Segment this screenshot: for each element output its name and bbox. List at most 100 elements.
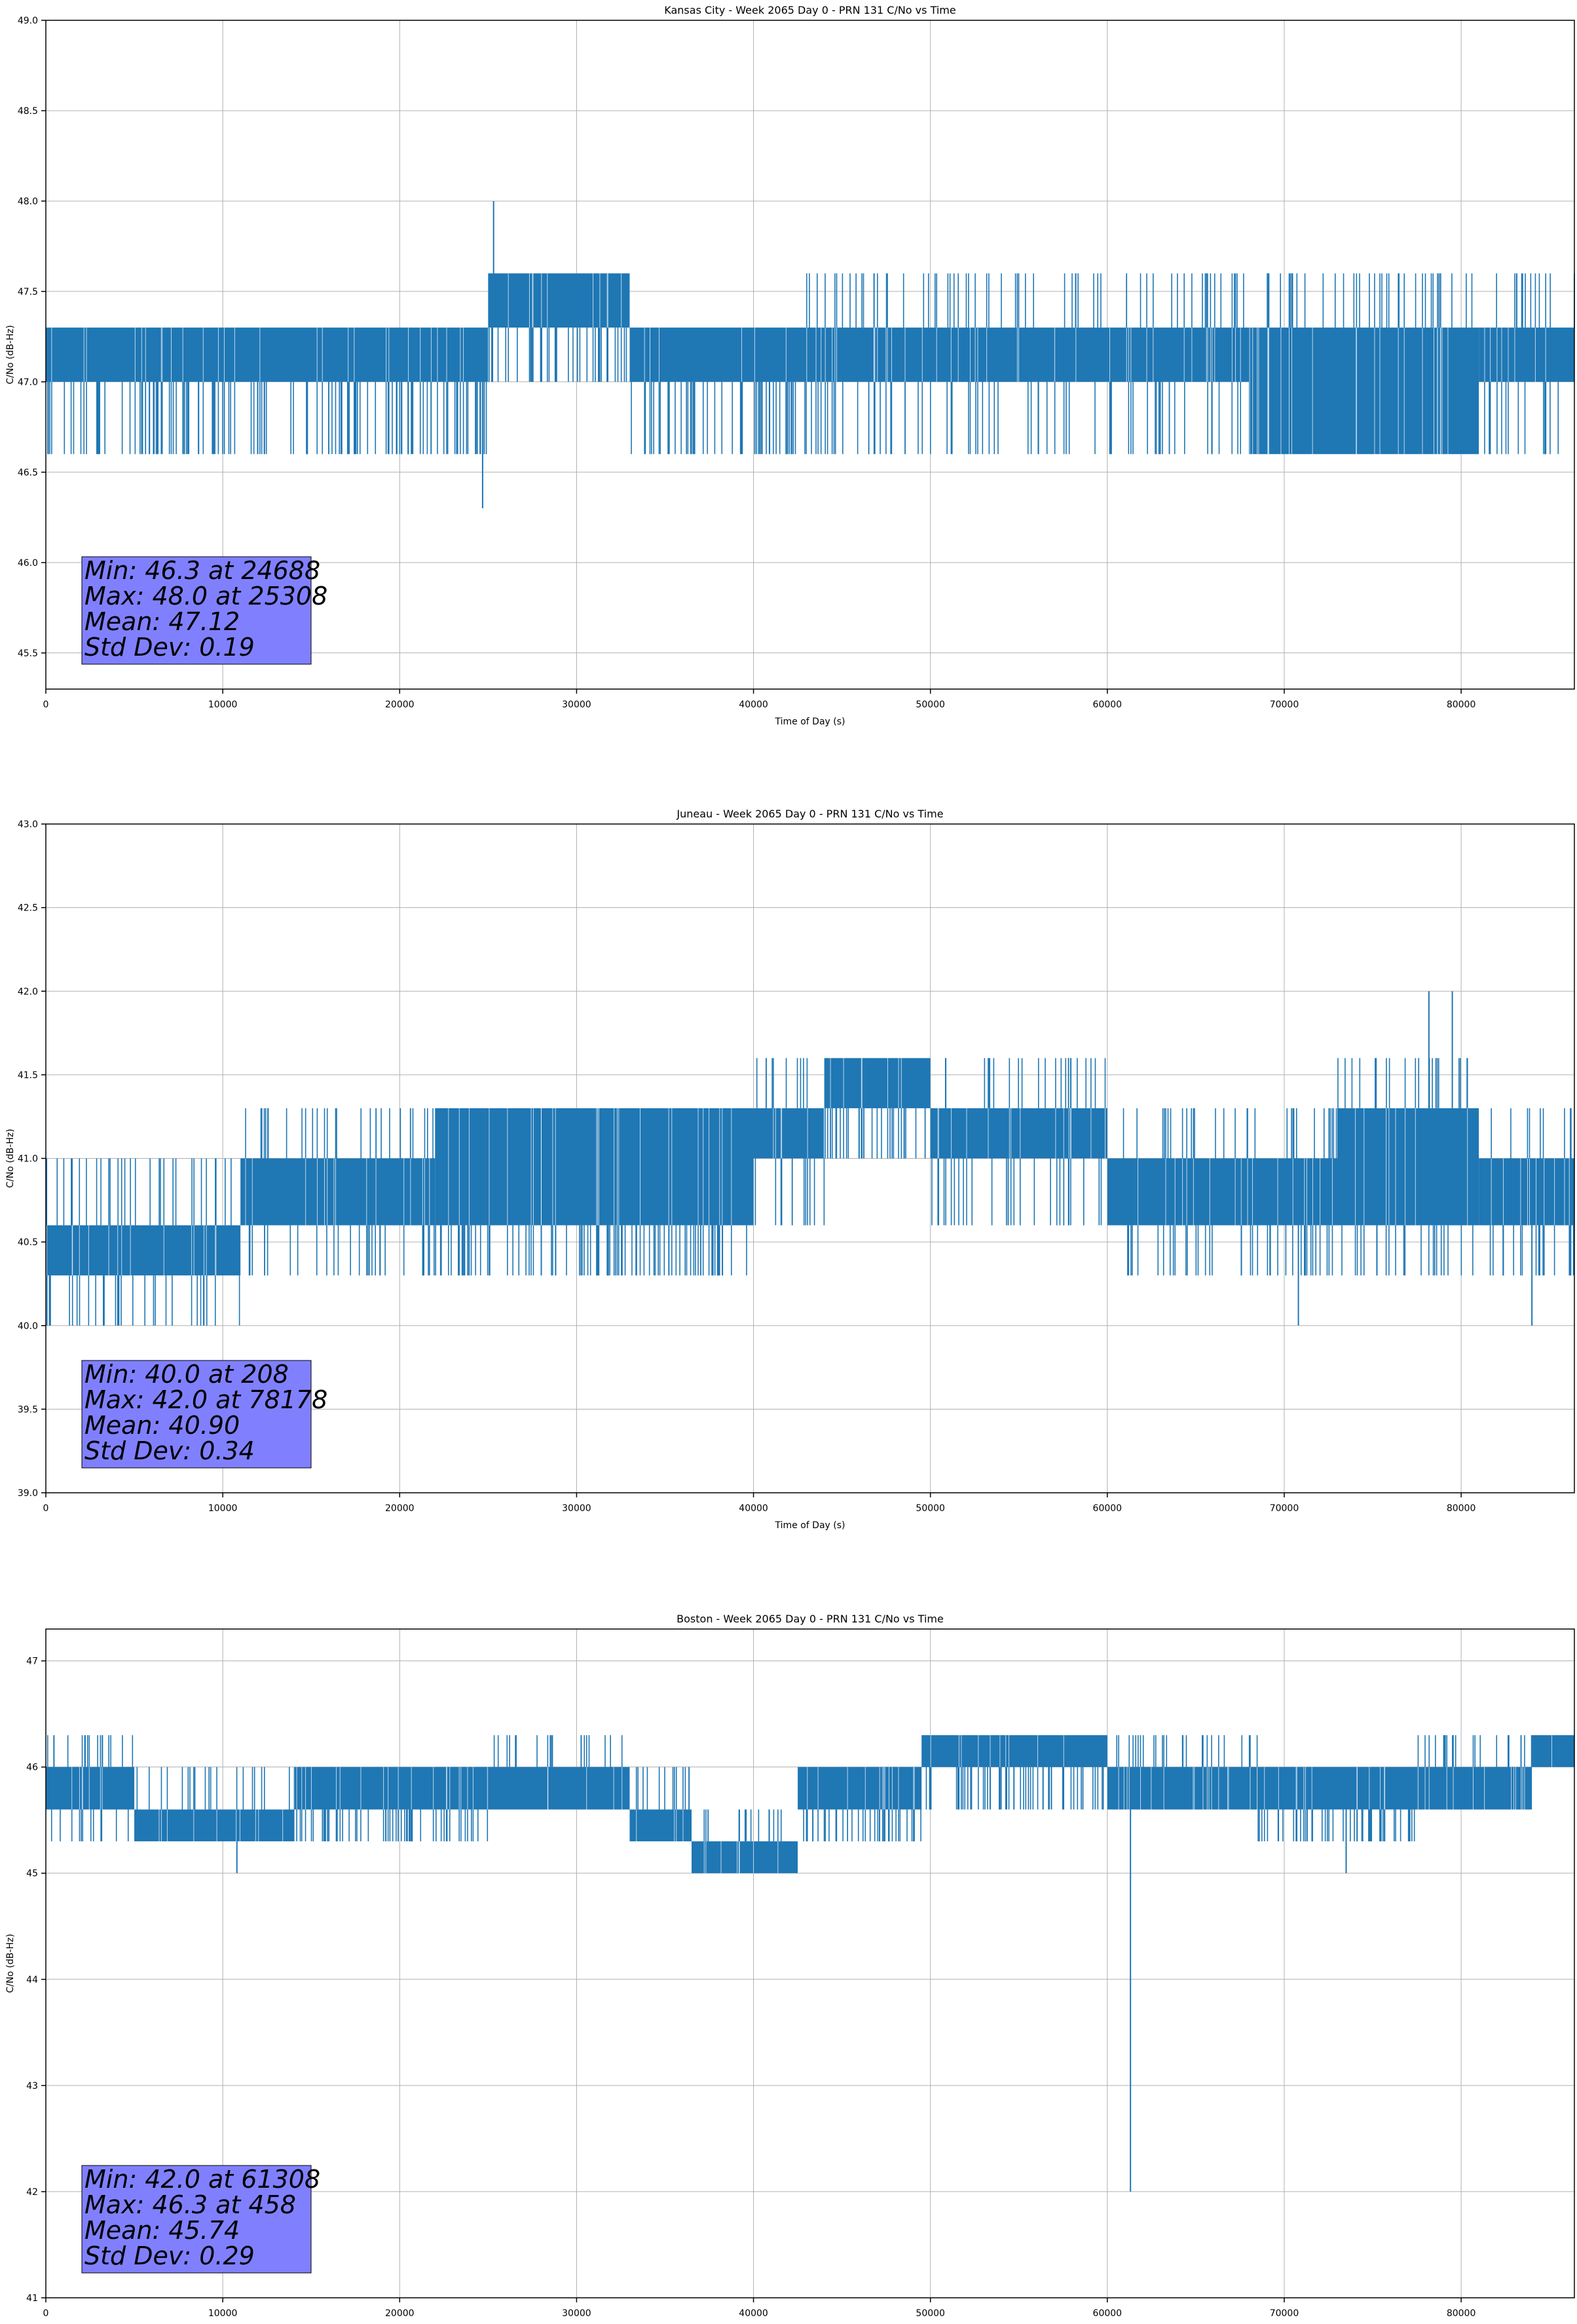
y-tick-label: 41 [26,2293,38,2304]
x-tick-label: 80000 [1447,2308,1476,2319]
x-tick-label: 30000 [562,2308,591,2319]
series-band [1107,1158,1338,1226]
series-band [930,1108,1107,1159]
stats-line: Min: 46.3 at 24688 [84,556,320,585]
y-tick-label: 46.0 [18,558,38,569]
x-tick-label: 50000 [916,700,945,710]
series-band [1248,328,1479,455]
series-band [1479,1158,1574,1226]
y-tick-label: 40.0 [18,1321,38,1332]
x-tick-label: 10000 [208,700,238,710]
x-axis-label: Time of Day (s) [775,717,845,727]
series-band [435,1108,754,1226]
series-band [1107,1767,1258,1810]
axes-frame [45,20,1575,690]
stats-line: Mean: 45.74 [84,2216,240,2245]
x-tick-label: 20000 [385,700,415,710]
stats-line: Max: 42.0 at 78178 [84,1385,327,1414]
series-band [488,1767,630,1810]
series-band [824,1058,931,1108]
stats-line: Std Dev: 0.34 [84,1436,255,1465]
y-tick-label: 41.5 [18,1070,38,1081]
series-band [293,1767,489,1810]
y-tick-label: 42 [26,2187,38,2198]
y-tick-label: 47.5 [18,287,38,297]
y-tick-label: 47 [26,1657,38,1667]
x-tick-label: 30000 [562,1503,591,1514]
series-band [46,1767,135,1810]
stats-line: Max: 48.0 at 25308 [84,582,327,610]
series-band [240,1158,436,1226]
y-tick-label: 43.0 [18,819,38,830]
x-tick-label: 60000 [1093,2308,1122,2319]
stats-box-background [81,1360,312,1469]
series-band [488,273,630,328]
stats-line: Mean: 47.12 [84,607,240,636]
stats-line: Std Dev: 0.29 [84,2241,255,2270]
y-tick-label: 46 [26,1763,38,1773]
x-tick-label: 20000 [385,1503,415,1514]
x-tick-label: 30000 [562,700,591,710]
x-tick-label: 50000 [916,2308,945,2319]
y-axis-label: C/No (dB-Hz) [5,325,16,384]
series-band [629,328,807,382]
y-tick-label: 44 [26,1975,38,1985]
x-tick-label: 70000 [1270,1503,1299,1514]
chart-title: Boston - Week 2065 Day 0 - PRN 131 C/No … [677,1613,944,1625]
chart-title: Juneau - Week 2065 Day 0 - PRN 131 C/No … [676,808,943,820]
series-band [1337,1108,1479,1226]
y-tick-label: 42.0 [18,986,38,997]
chart-panel-2: 0 10000 20000 30000 40000 50000 60000 70000 8000… [5,1613,1575,2319]
chart-title: Kansas City - Week 2065 Day 0 - PRN 131 … [664,4,955,16]
stats-line: Max: 46.3 at 458 [84,2190,296,2219]
y-tick-label: 42.5 [18,903,38,914]
y-tick-label: 43 [26,2081,38,2091]
y-tick-label: 45 [26,1869,38,1879]
series-band [629,1809,692,1842]
stats-line: Min: 42.0 at 61308 [84,2165,320,2194]
series-line [46,200,1575,509]
y-tick-label: 41.0 [18,1154,38,1165]
stats-line: Mean: 40.90 [84,1411,240,1440]
axes-frame [45,1628,1575,2298]
x-tick-label: 80000 [1447,700,1476,710]
series-band [1054,328,1249,382]
x-tick-label: 10000 [208,1503,238,1514]
series-band [1417,1767,1532,1810]
series-band [921,1735,1107,1767]
x-tick-label: 60000 [1093,1503,1122,1514]
y-axis-label: C/No (dB-Hz) [5,1934,16,1993]
y-tick-label: 46.5 [18,468,38,478]
x-tick-label: 70000 [1270,700,1299,710]
x-tick-label: 0 [43,1503,49,1514]
stats-line: Min: 40.0 at 208 [84,1360,289,1389]
series-band [46,328,489,382]
y-tick-label: 39.5 [18,1404,38,1415]
x-tick-label: 10000 [208,2308,238,2319]
y-tick-label: 49.0 [18,16,38,26]
chart-panel-0: 0 10000 20000 30000 40000 50000 60000 70000 8000… [5,4,1575,727]
y-tick-label: 48.5 [18,106,38,117]
y-tick-label: 39.0 [18,1488,38,1499]
series-line [46,991,1574,1326]
stats-box-background [81,556,312,665]
x-tick-label: 70000 [1270,2308,1299,2319]
x-tick-label: 20000 [385,2308,415,2319]
series-band [134,1809,294,1842]
y-tick-label: 47.0 [18,377,38,388]
x-tick-label: 0 [43,700,49,710]
series-band [1257,1767,1417,1810]
stats-line: Std Dev: 0.19 [84,633,255,662]
series-band [692,1841,798,1873]
x-tick-label: 40000 [739,700,768,710]
series-band [753,1108,825,1159]
x-tick-label: 80000 [1447,1503,1476,1514]
series-band [1479,328,1574,382]
series-line [46,1735,1574,2192]
y-axis-label: C/No (dB-Hz) [5,1129,16,1188]
series-band [806,328,1054,382]
